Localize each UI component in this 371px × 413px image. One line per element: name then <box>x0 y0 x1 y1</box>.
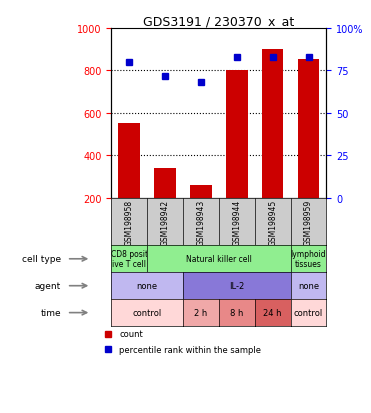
Text: GSM198944: GSM198944 <box>232 199 241 245</box>
Text: cell type: cell type <box>22 255 61 263</box>
Text: GSM198943: GSM198943 <box>197 199 206 245</box>
Text: count: count <box>119 330 143 339</box>
Bar <box>298 59 319 198</box>
Text: percentile rank within the sample: percentile rank within the sample <box>119 345 262 354</box>
Text: 2 h: 2 h <box>194 309 208 317</box>
Text: CD8 posit
ive T cell: CD8 posit ive T cell <box>111 249 148 269</box>
Text: time: time <box>40 309 61 317</box>
Bar <box>118 124 140 198</box>
Text: none: none <box>298 282 319 290</box>
Text: 8 h: 8 h <box>230 309 243 317</box>
Text: GSM198942: GSM198942 <box>161 199 170 245</box>
Bar <box>154 169 176 198</box>
Bar <box>226 71 247 198</box>
Title: GDS3191 / 230370_x_at: GDS3191 / 230370_x_at <box>143 15 295 28</box>
Text: 24 h: 24 h <box>263 309 282 317</box>
Bar <box>190 186 212 198</box>
Text: control: control <box>294 309 323 317</box>
Text: GSM198945: GSM198945 <box>268 199 277 245</box>
Text: Natural killer cell: Natural killer cell <box>186 255 252 263</box>
Text: agent: agent <box>35 282 61 290</box>
Text: none: none <box>137 282 158 290</box>
Text: control: control <box>132 309 162 317</box>
Bar <box>262 50 283 198</box>
Text: GSM198958: GSM198958 <box>125 199 134 245</box>
Text: IL-2: IL-2 <box>229 282 244 290</box>
Text: lymphoid
tissues: lymphoid tissues <box>291 249 326 269</box>
Text: GSM198959: GSM198959 <box>304 199 313 245</box>
